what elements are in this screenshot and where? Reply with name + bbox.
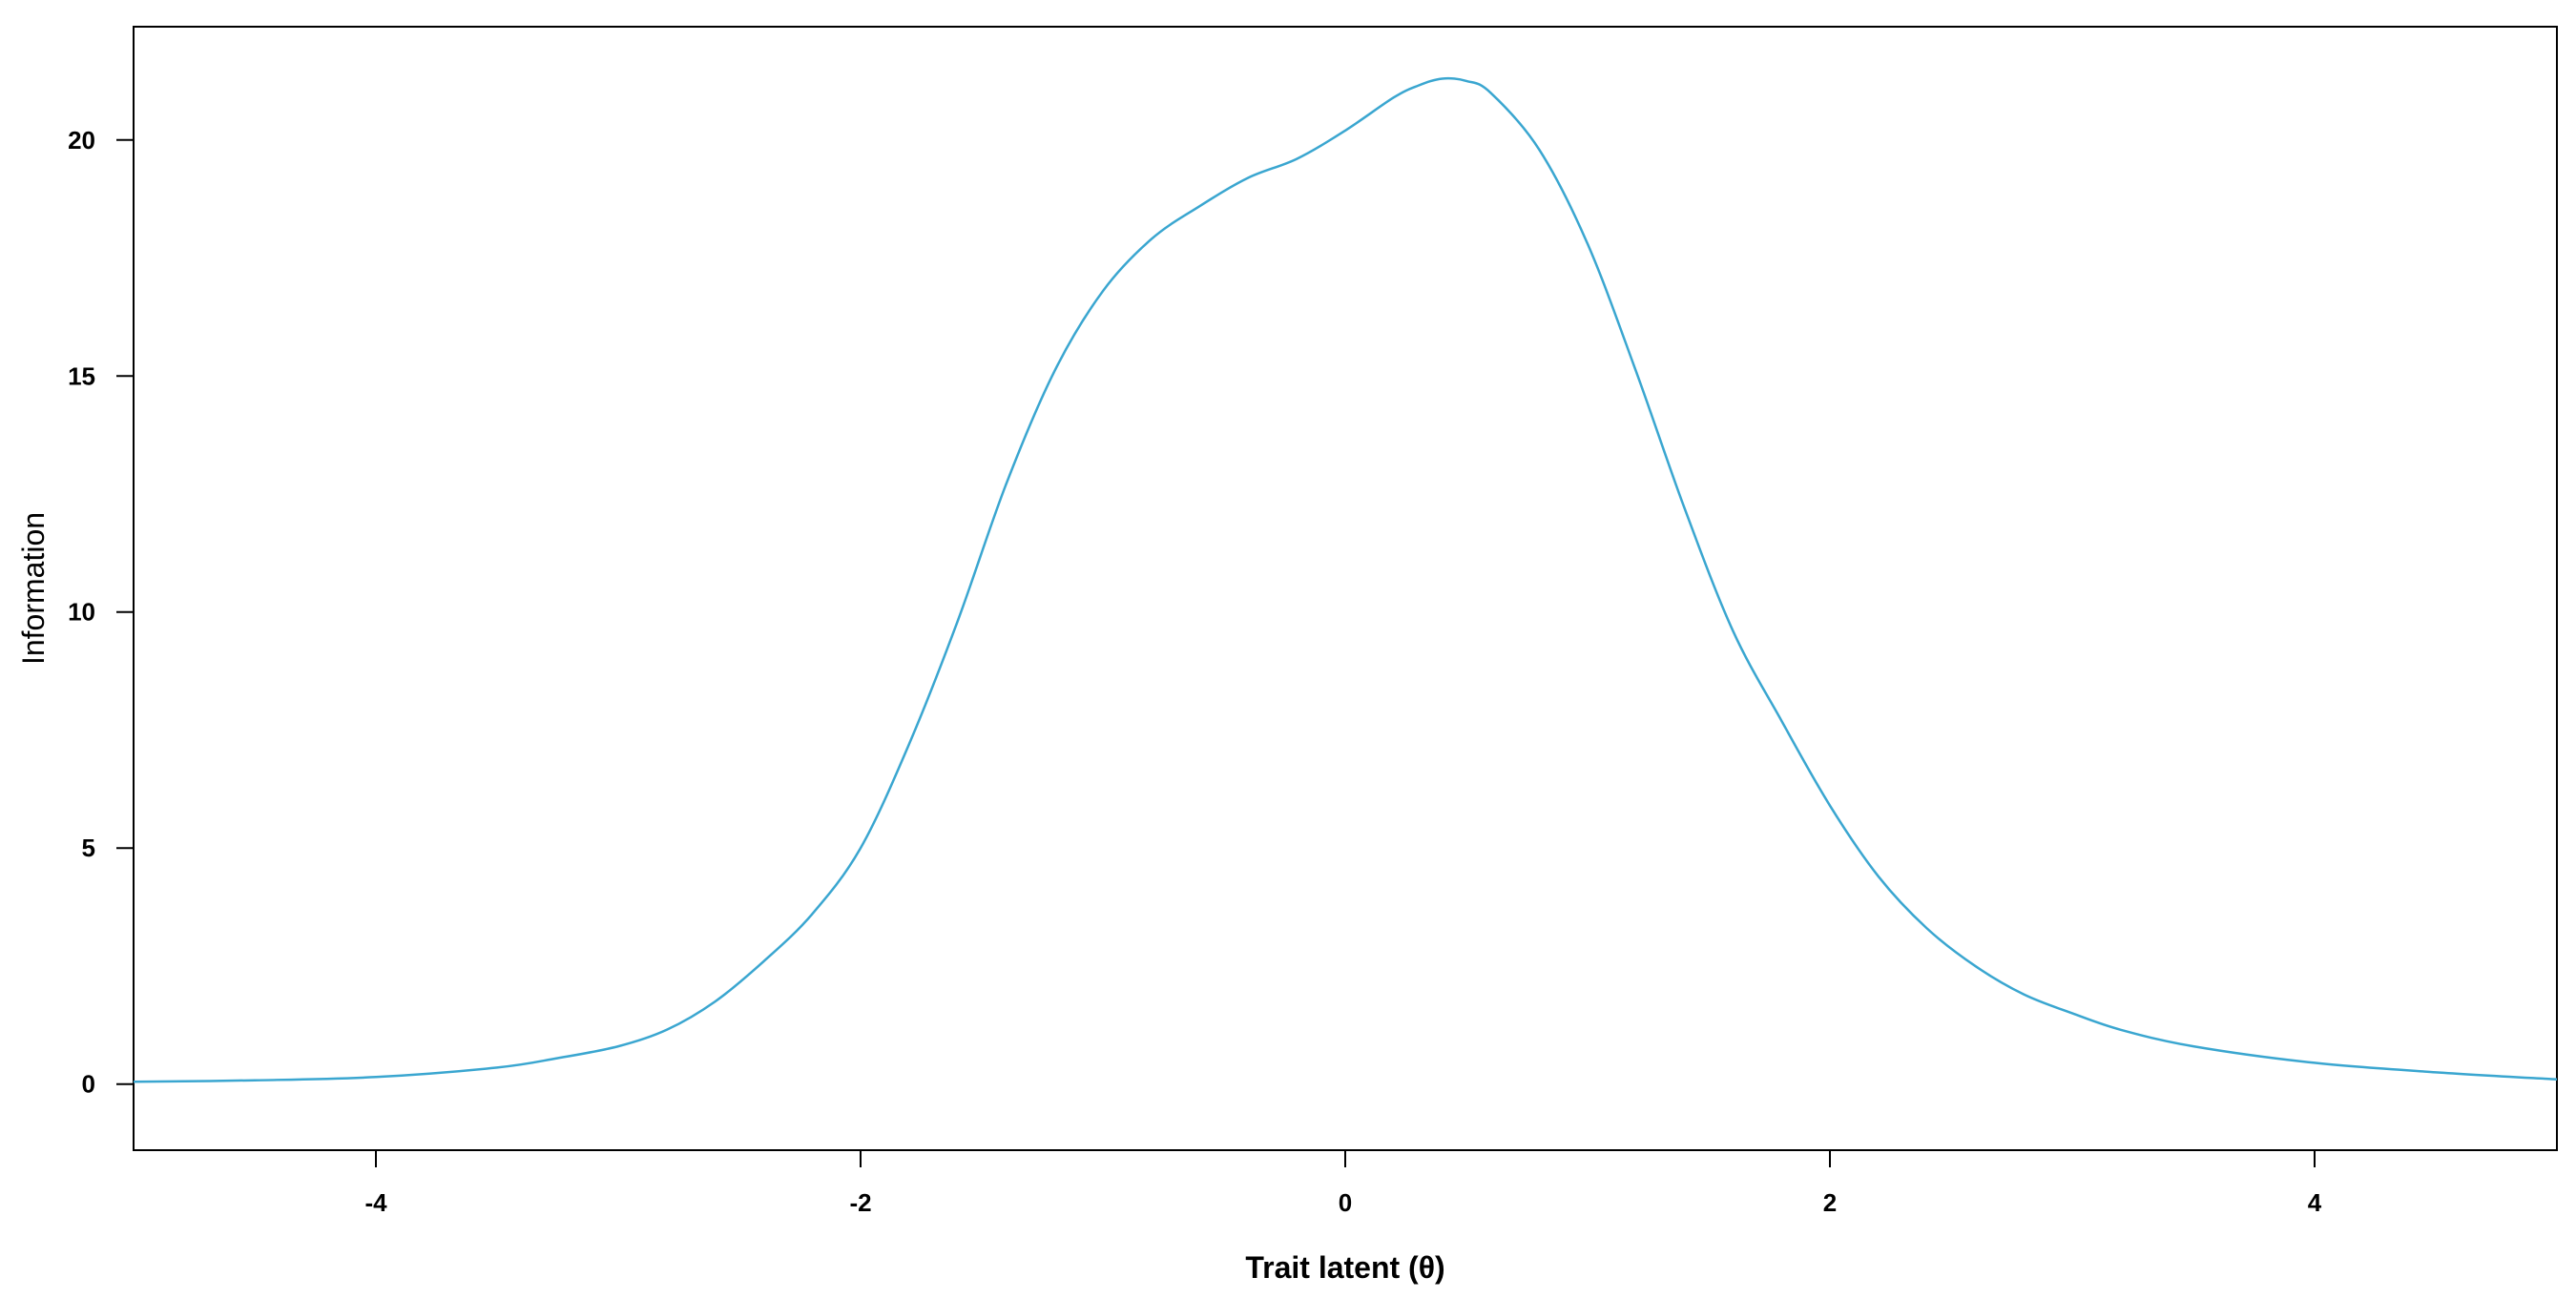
x-tick-label: 0 xyxy=(1339,1188,1352,1217)
series-line-0 xyxy=(133,76,2558,1083)
x-tick-label: -2 xyxy=(849,1188,871,1217)
x-tick-label: 4 xyxy=(2308,1188,2322,1217)
y-tick-label: 15 xyxy=(68,361,95,390)
x-tick-label: 2 xyxy=(1823,1188,1837,1217)
y-tick-label: 5 xyxy=(82,834,95,862)
y-tick-label: 20 xyxy=(68,126,95,155)
series-layer xyxy=(133,76,2558,1083)
x-axis-title: Trait latent (θ) xyxy=(1245,1250,1444,1285)
plot-area-frame xyxy=(133,26,2558,1151)
y-tick-label: 10 xyxy=(68,598,95,627)
axis-ticks: -4 -2 0 2 4 0 5 10 15 20 xyxy=(68,126,2322,1217)
y-axis-title: Information xyxy=(16,512,51,665)
y-tick-label: 0 xyxy=(82,1070,95,1099)
x-tick-label: -4 xyxy=(364,1188,387,1217)
